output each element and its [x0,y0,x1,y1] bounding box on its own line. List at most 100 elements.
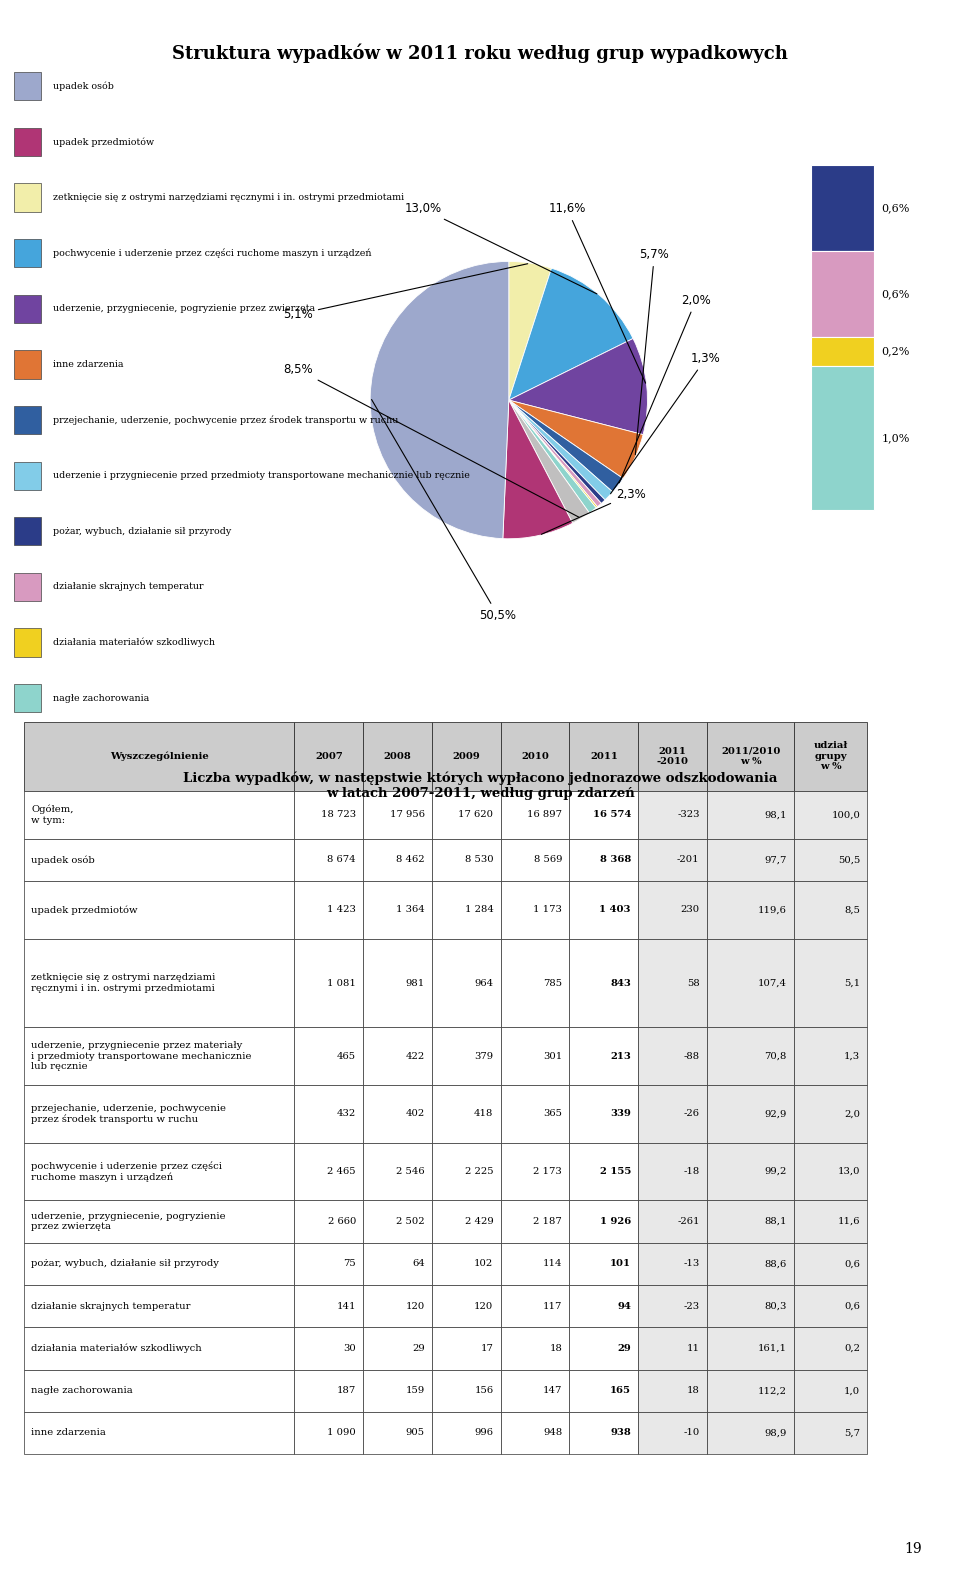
Text: 339: 339 [610,1109,631,1119]
Text: 70,8: 70,8 [764,1051,787,1061]
Text: działanie skrajnych temperatur: działanie skrajnych temperatur [53,582,204,592]
Text: 18: 18 [549,1345,563,1352]
Text: 75: 75 [343,1260,356,1268]
Text: uderzenie, przygniecenie, pogryzienie przez zwierzęta: uderzenie, przygniecenie, pogryzienie pr… [53,304,315,314]
Bar [794,839,868,882]
Bar [501,1028,569,1086]
Text: 120: 120 [405,1302,424,1310]
Text: 964: 964 [474,979,493,987]
Bar [569,1412,638,1453]
Bar [707,938,794,1028]
Text: zetknięcie się z ostrymi narzędziami ręcznymi i in. ostrymi przedmiotami: zetknięcie się z ostrymi narzędziami ręc… [53,193,404,202]
Bar [363,1200,432,1243]
Text: 8 368: 8 368 [600,855,631,865]
Text: 94: 94 [617,1302,631,1310]
Bar [363,1285,432,1327]
Bar [707,1243,794,1285]
Bar [569,791,638,839]
Bar [295,1142,363,1200]
Bar [638,1327,707,1370]
Text: 2011: 2011 [590,752,618,761]
Text: 161,1: 161,1 [757,1345,787,1352]
Text: 230: 230 [681,905,700,915]
Text: 117: 117 [542,1302,563,1310]
Bar [638,1370,707,1412]
Text: -323: -323 [677,810,700,819]
Wedge shape [509,400,589,522]
Text: 100,0: 100,0 [831,810,860,819]
Text: 2,3%: 2,3% [541,488,646,535]
Bar [24,1370,295,1412]
Bar [24,722,295,791]
Text: 159: 159 [405,1387,424,1395]
Text: 1,3%: 1,3% [611,351,721,494]
Bar [432,1327,501,1370]
Bar [24,1028,295,1086]
Text: 29: 29 [412,1345,424,1352]
Bar [569,938,638,1028]
Text: 2 660: 2 660 [327,1218,356,1225]
Text: 11: 11 [686,1345,700,1352]
Bar [363,1412,432,1453]
Text: 465: 465 [337,1051,356,1061]
Text: 1 284: 1 284 [465,905,493,915]
Bar [569,1370,638,1412]
Text: pożar, wybuch, działanie sił przyrody: pożar, wybuch, działanie sił przyrody [32,1260,219,1268]
Text: 1 090: 1 090 [327,1428,356,1437]
Text: 948: 948 [543,1428,563,1437]
Wedge shape [509,262,551,400]
Text: 107,4: 107,4 [757,979,787,987]
Text: 938: 938 [611,1428,631,1437]
Text: 119,6: 119,6 [757,905,787,915]
Bar [707,1200,794,1243]
Bar [569,1200,638,1243]
Bar [707,1412,794,1453]
Text: inne zdarzenia: inne zdarzenia [53,359,123,369]
Text: pożar, wybuch, działanie sił przyrody: pożar, wybuch, działanie sił przyrody [53,527,231,537]
Text: 50,5: 50,5 [838,855,860,865]
Wedge shape [509,339,647,435]
Bar [501,1086,569,1142]
Text: 147: 147 [542,1387,563,1395]
Bar [24,1243,295,1285]
Bar [638,1285,707,1327]
Bar [501,1327,569,1370]
Bar [794,1412,868,1453]
Text: 1 173: 1 173 [534,905,563,915]
Text: 2010: 2010 [521,752,549,761]
Text: 1,3: 1,3 [844,1051,860,1061]
Text: 402: 402 [405,1109,424,1119]
Bar [432,1200,501,1243]
Text: 16 897: 16 897 [527,810,563,819]
Text: upadek osób: upadek osób [53,82,113,91]
Text: uderzenie i przygniecenie przed przedmioty transportowane mechanicznie lub ręczn: uderzenie i przygniecenie przed przedmio… [53,471,469,480]
Bar [363,1243,432,1285]
Bar [295,839,363,882]
Text: -13: -13 [684,1260,700,1268]
Text: 156: 156 [474,1387,493,1395]
Bar [501,839,569,882]
Text: 0,6: 0,6 [844,1260,860,1268]
Wedge shape [509,400,596,513]
Text: -201: -201 [677,855,700,865]
Text: 905: 905 [405,1428,424,1437]
Text: przejechanie, uderzenie, pochwycenie
przez środek transportu w ruchu: przejechanie, uderzenie, pochwycenie prz… [32,1103,227,1123]
Text: 213: 213 [610,1051,631,1061]
Bar [501,1412,569,1453]
Text: 1 423: 1 423 [327,905,356,915]
Bar [794,1200,868,1243]
Bar [707,1370,794,1412]
Bar [24,882,295,938]
Bar [295,882,363,938]
Text: 0,6%: 0,6% [881,202,910,213]
Wedge shape [509,400,623,493]
Bar [707,882,794,938]
Bar [24,1285,295,1327]
Bar [707,791,794,839]
Bar [638,882,707,938]
Text: Ogółem,
w tym:: Ogółem, w tym: [32,805,74,825]
Text: 18: 18 [686,1387,700,1395]
Bar [569,1142,638,1200]
Text: -26: -26 [684,1109,700,1119]
Bar [363,882,432,938]
